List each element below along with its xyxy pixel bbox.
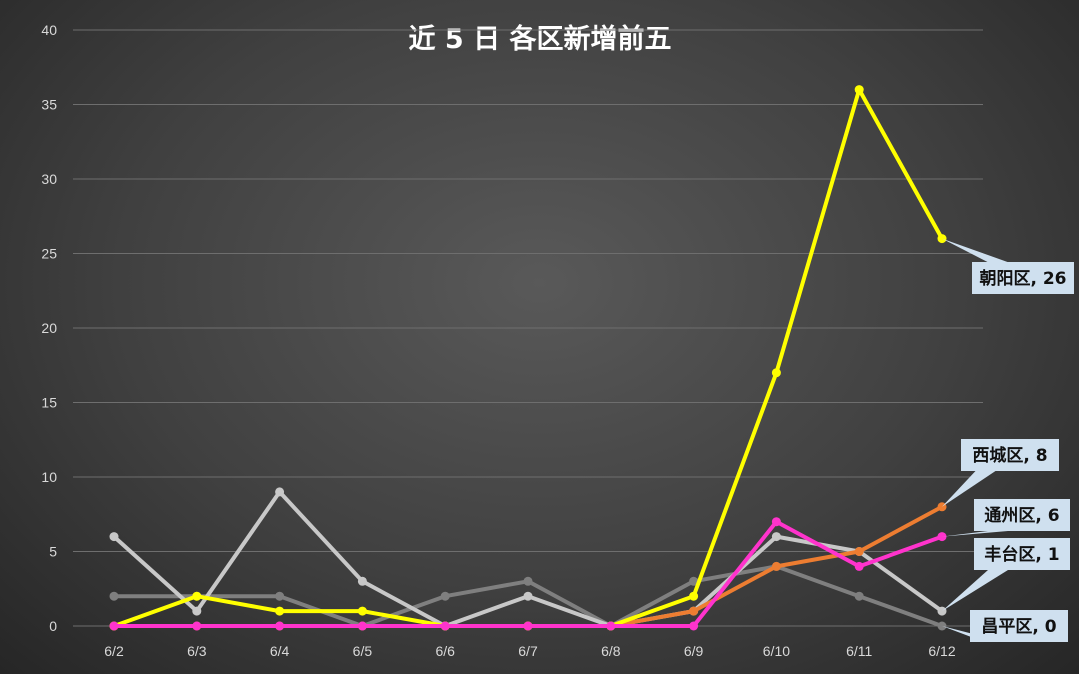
callout-pointer bbox=[942, 238, 1008, 262]
callout-1: 丰台区, 1 bbox=[942, 538, 1070, 612]
series-2 bbox=[109, 502, 947, 631]
series-point bbox=[771, 517, 781, 527]
series-point bbox=[523, 576, 533, 586]
series-line bbox=[112, 519, 944, 628]
callout-2: 西城区, 8 bbox=[942, 439, 1059, 507]
series-point bbox=[689, 591, 699, 601]
series-point bbox=[192, 621, 202, 631]
x-tick-label: 6/2 bbox=[104, 643, 124, 659]
series-point bbox=[109, 591, 119, 601]
series-point bbox=[440, 621, 450, 631]
series-point bbox=[275, 487, 285, 497]
y-axis-ticks: 0 5 10 15 20 25 30 35 40 bbox=[41, 22, 57, 634]
series-point bbox=[854, 547, 864, 556]
y-tick-label: 35 bbox=[41, 97, 57, 113]
series-point bbox=[109, 621, 119, 631]
series-point bbox=[192, 591, 202, 601]
x-tick-label: 6/4 bbox=[270, 643, 290, 659]
callout-box bbox=[972, 262, 1074, 294]
callout-box bbox=[961, 439, 1059, 471]
callout-box bbox=[974, 538, 1070, 570]
callout-3: 朝阳区, 26 bbox=[942, 238, 1074, 294]
series-point bbox=[192, 606, 202, 616]
series-point bbox=[523, 621, 533, 631]
x-tick-label: 6/7 bbox=[518, 643, 538, 659]
series-lines bbox=[109, 85, 947, 631]
chart-title: 近 5 日 各区新增前五 bbox=[409, 23, 672, 55]
y-tick-label: 5 bbox=[49, 544, 57, 560]
x-tick-label: 6/9 bbox=[684, 643, 704, 659]
x-tick-label: 6/8 bbox=[601, 643, 621, 659]
callout-label: 昌平区, 0 bbox=[981, 617, 1056, 637]
series-point bbox=[275, 621, 285, 631]
series-point bbox=[854, 561, 864, 571]
y-tick-label: 15 bbox=[41, 395, 57, 411]
x-tick-label: 6/3 bbox=[187, 643, 207, 659]
y-tick-label: 25 bbox=[41, 246, 57, 262]
callout-label: 通州区, 6 bbox=[984, 506, 1059, 526]
series-point bbox=[689, 576, 699, 586]
series-point bbox=[357, 621, 367, 631]
y-tick-label: 30 bbox=[41, 171, 57, 187]
callout-box bbox=[974, 499, 1070, 531]
series-point bbox=[854, 591, 864, 601]
series-point bbox=[523, 591, 533, 601]
y-tick-label: 0 bbox=[49, 618, 57, 634]
x-tick-label: 6/12 bbox=[928, 643, 955, 659]
callout-pointer bbox=[942, 570, 1008, 612]
callout-label: 西城区, 8 bbox=[972, 446, 1047, 466]
series-point bbox=[440, 591, 450, 601]
series-point bbox=[771, 532, 781, 542]
y-tick-label: 40 bbox=[41, 22, 57, 38]
callout-label: 朝阳区, 26 bbox=[979, 268, 1066, 289]
y-tick-label: 20 bbox=[41, 320, 57, 336]
callout-label: 丰台区, 1 bbox=[984, 544, 1059, 565]
series-point bbox=[771, 561, 781, 571]
x-axis-ticks: 6/2 6/3 6/4 6/5 6/6 6/7 6/8 6/9 6/10 6/11 6/12 bbox=[104, 643, 956, 659]
callout-4: 通州区, 6 bbox=[942, 499, 1070, 537]
x-tick-label: 6/5 bbox=[353, 643, 373, 659]
callout-pointer bbox=[942, 471, 996, 507]
series-point bbox=[689, 621, 699, 631]
series-point bbox=[689, 606, 699, 616]
series-point bbox=[854, 85, 864, 95]
gridlines bbox=[73, 29, 983, 627]
series-point bbox=[606, 621, 616, 631]
series-point bbox=[357, 606, 367, 616]
series-line bbox=[112, 504, 944, 628]
series-point bbox=[109, 532, 119, 542]
series-4 bbox=[109, 517, 947, 631]
series-point bbox=[275, 591, 285, 601]
callout-pointer bbox=[942, 531, 1008, 537]
callout-box bbox=[970, 610, 1068, 642]
x-tick-label: 6/6 bbox=[435, 643, 455, 659]
series-callouts: 昌平区, 0 丰台区, 1 西城区, 8 朝阳区, 26 通州区, 6 bbox=[942, 238, 1074, 642]
x-tick-label: 6/11 bbox=[846, 643, 872, 659]
series-point bbox=[357, 576, 367, 586]
x-tick-label: 6/10 bbox=[763, 643, 790, 659]
y-tick-label: 10 bbox=[41, 469, 57, 485]
series-3 bbox=[109, 85, 947, 631]
series-point bbox=[771, 368, 781, 378]
callout-0: 昌平区, 0 bbox=[942, 610, 1068, 642]
series-point bbox=[275, 606, 285, 616]
